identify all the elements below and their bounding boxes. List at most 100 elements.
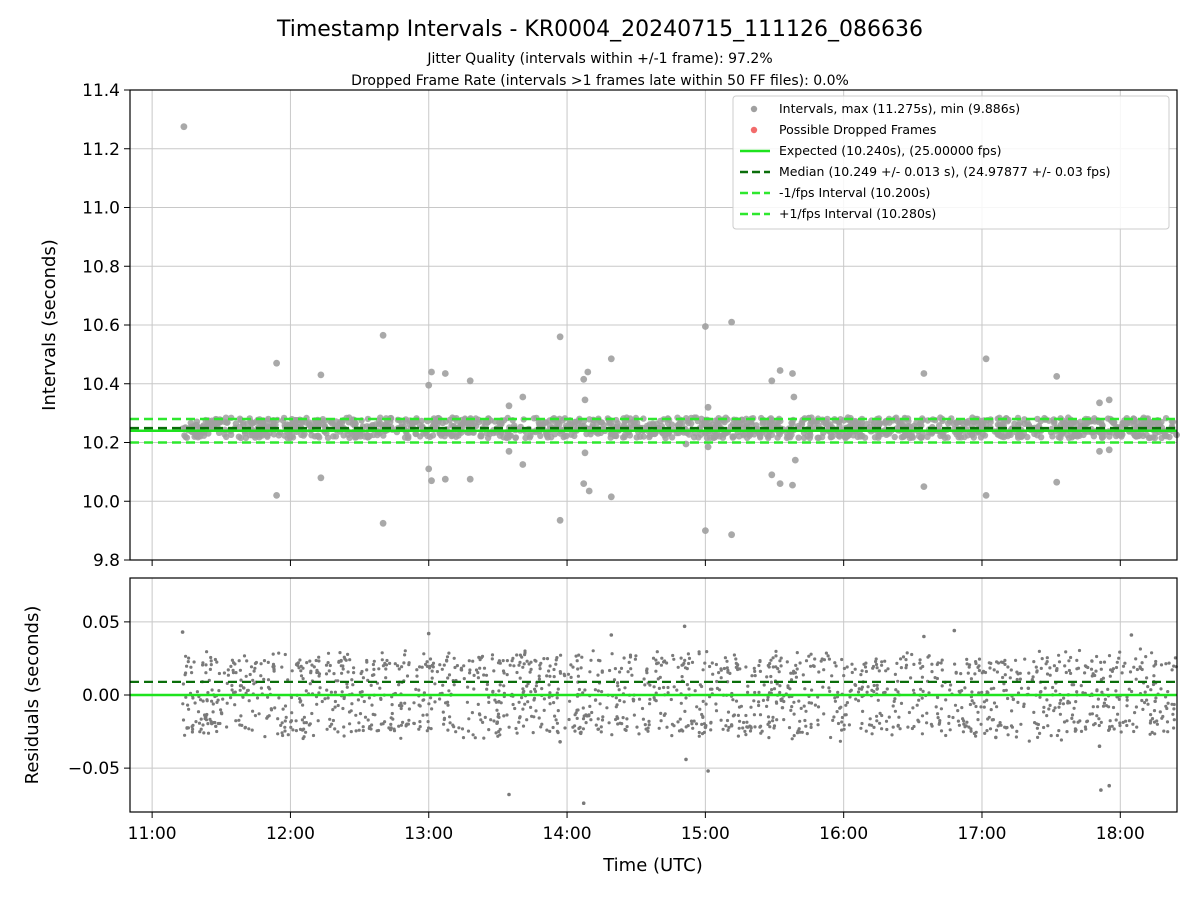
residual-point — [838, 739, 843, 743]
residual-point — [1141, 707, 1145, 712]
interval-point — [763, 431, 770, 438]
intervals-y-tick-label: 11.4 — [82, 81, 120, 101]
intervals-y-tick-label: 10.4 — [82, 375, 120, 395]
residual-point — [1009, 668, 1013, 672]
residual-point — [359, 671, 363, 676]
residual-point — [529, 690, 533, 694]
residual-point — [396, 664, 400, 668]
residual-point — [836, 690, 840, 695]
residual-point — [518, 676, 522, 680]
residual-point — [314, 658, 318, 663]
residual-point — [645, 669, 649, 673]
residual-point — [1101, 704, 1106, 708]
residual-point — [948, 688, 952, 692]
residual-outlier-point — [609, 633, 614, 637]
residual-point — [995, 670, 1000, 674]
residual-outlier-point — [684, 757, 688, 762]
residual-point — [791, 671, 796, 675]
interval-point — [223, 419, 231, 426]
residual-point — [357, 728, 361, 732]
residual-point — [1120, 671, 1124, 675]
residual-point — [972, 701, 976, 705]
interval-point — [788, 419, 795, 427]
residual-point — [906, 725, 910, 729]
residual-point — [896, 723, 900, 727]
residual-point — [534, 709, 538, 713]
residual-point — [920, 732, 925, 736]
residual-point — [363, 715, 368, 719]
residual-point — [444, 701, 448, 705]
residual-point — [501, 669, 506, 673]
residual-point — [836, 721, 841, 726]
residual-point — [1018, 677, 1023, 681]
residual-point — [1152, 709, 1157, 713]
residual-point — [966, 671, 970, 675]
interval-point — [685, 431, 693, 438]
residual-point — [1035, 722, 1039, 726]
residual-point — [548, 729, 552, 734]
residual-point — [191, 727, 195, 731]
residual-point — [309, 671, 313, 675]
residual-point — [715, 679, 719, 684]
residual-point — [430, 669, 434, 673]
residual-point — [1079, 684, 1083, 688]
residual-point — [631, 697, 635, 701]
interval-point — [563, 432, 570, 440]
residual-point — [1100, 690, 1104, 694]
residual-point — [683, 709, 687, 714]
residual-point — [521, 687, 525, 691]
residual-point — [890, 733, 894, 737]
interval-point — [196, 424, 203, 432]
residual-point — [1019, 686, 1024, 690]
interval-point — [377, 414, 384, 421]
interval-point — [537, 432, 544, 439]
residual-point — [365, 668, 369, 672]
residual-point — [1036, 735, 1040, 740]
residual-point — [1043, 686, 1047, 690]
residual-point — [866, 685, 870, 689]
residual-point — [532, 696, 537, 700]
residual-point — [944, 698, 948, 702]
residual-point — [1125, 698, 1129, 702]
residual-point — [809, 701, 814, 705]
residuals-y-axis-label: Residuals (seconds) — [22, 606, 43, 785]
residual-point — [709, 720, 713, 724]
interval-point — [268, 421, 275, 428]
residual-point — [646, 729, 650, 733]
residual-point — [348, 658, 352, 662]
residual-point — [736, 734, 741, 738]
residual-point — [850, 662, 854, 666]
interval-point — [571, 432, 578, 440]
residual-point — [379, 696, 383, 700]
interval-outlier-point — [580, 375, 588, 383]
residual-point — [912, 662, 916, 667]
residual-point — [251, 678, 255, 683]
residual-point — [554, 662, 558, 666]
residual-point — [312, 665, 316, 669]
residual-point — [480, 654, 485, 659]
residual-point — [965, 657, 969, 662]
residual-point — [1164, 704, 1168, 708]
residual-point — [794, 663, 798, 668]
residual-point — [186, 660, 190, 664]
residual-point — [637, 697, 642, 701]
residual-point — [226, 668, 230, 672]
residual-point — [746, 684, 750, 688]
residual-point — [1022, 704, 1026, 709]
residual-point — [842, 674, 846, 678]
interval-point — [239, 419, 247, 426]
residual-point — [478, 713, 482, 717]
residual-point — [198, 730, 202, 734]
residual-point — [589, 718, 593, 722]
residual-point — [974, 734, 978, 738]
residual-point — [1067, 659, 1071, 663]
residual-point — [1069, 671, 1073, 676]
residual-point — [447, 651, 451, 655]
intervals-grid — [130, 90, 1177, 560]
residual-point — [637, 732, 641, 736]
residual-point — [222, 671, 226, 675]
residual-point — [581, 727, 586, 731]
residual-point — [929, 722, 934, 726]
residual-point — [203, 717, 207, 721]
interval-point — [756, 432, 764, 440]
